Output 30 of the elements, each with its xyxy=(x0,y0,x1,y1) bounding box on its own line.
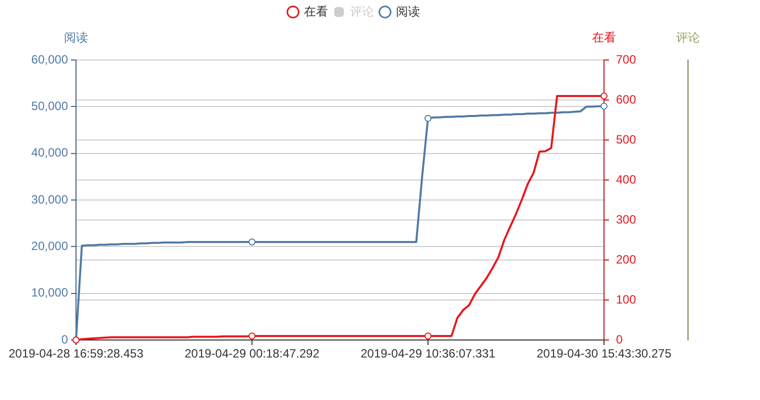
point xyxy=(248,238,256,246)
y-axis-title: 阅读 xyxy=(64,30,88,44)
y2-tick-label: 500 xyxy=(616,132,636,146)
y2-tick-label: 600 xyxy=(616,92,636,106)
x-tick-label: 2019-04-29 00:18:47.292 xyxy=(184,346,320,361)
y-tick-label: 10,000 xyxy=(31,286,68,300)
point xyxy=(600,92,608,100)
y2-tick-label: 400 xyxy=(616,172,636,186)
x-tick-label: 2019-04-29 10:36:07.331 xyxy=(360,346,496,361)
legend-label: 阅读 xyxy=(396,4,420,18)
x-tick-label: 2019-04-28 16:59:28.453 xyxy=(8,346,144,361)
y3-axis-title: 评论 xyxy=(676,30,700,44)
point xyxy=(248,332,256,340)
y2-tick-label: 0 xyxy=(616,332,623,346)
y-tick-label: 60,000 xyxy=(31,52,68,66)
y-tick-label: 40,000 xyxy=(31,146,68,160)
y2-tick-label: 300 xyxy=(616,212,636,226)
y2-tick-label: 200 xyxy=(616,252,636,266)
y-tick-label: 30,000 xyxy=(31,192,68,206)
y2-tick-label: 100 xyxy=(616,292,636,306)
legend-label: 在看 xyxy=(304,4,328,18)
point xyxy=(600,102,608,110)
y-tick-label: 0 xyxy=(61,332,68,346)
y-tick-label: 20,000 xyxy=(31,238,68,253)
y2-tick-label: 700 xyxy=(616,52,636,66)
y-tick-label: 50,000 xyxy=(31,98,68,113)
y2-axis-title: 在看 xyxy=(592,30,616,44)
x-tick-label: 2019-04-30 15:43:30.275 xyxy=(536,346,672,361)
point xyxy=(424,332,432,340)
point xyxy=(424,114,432,122)
